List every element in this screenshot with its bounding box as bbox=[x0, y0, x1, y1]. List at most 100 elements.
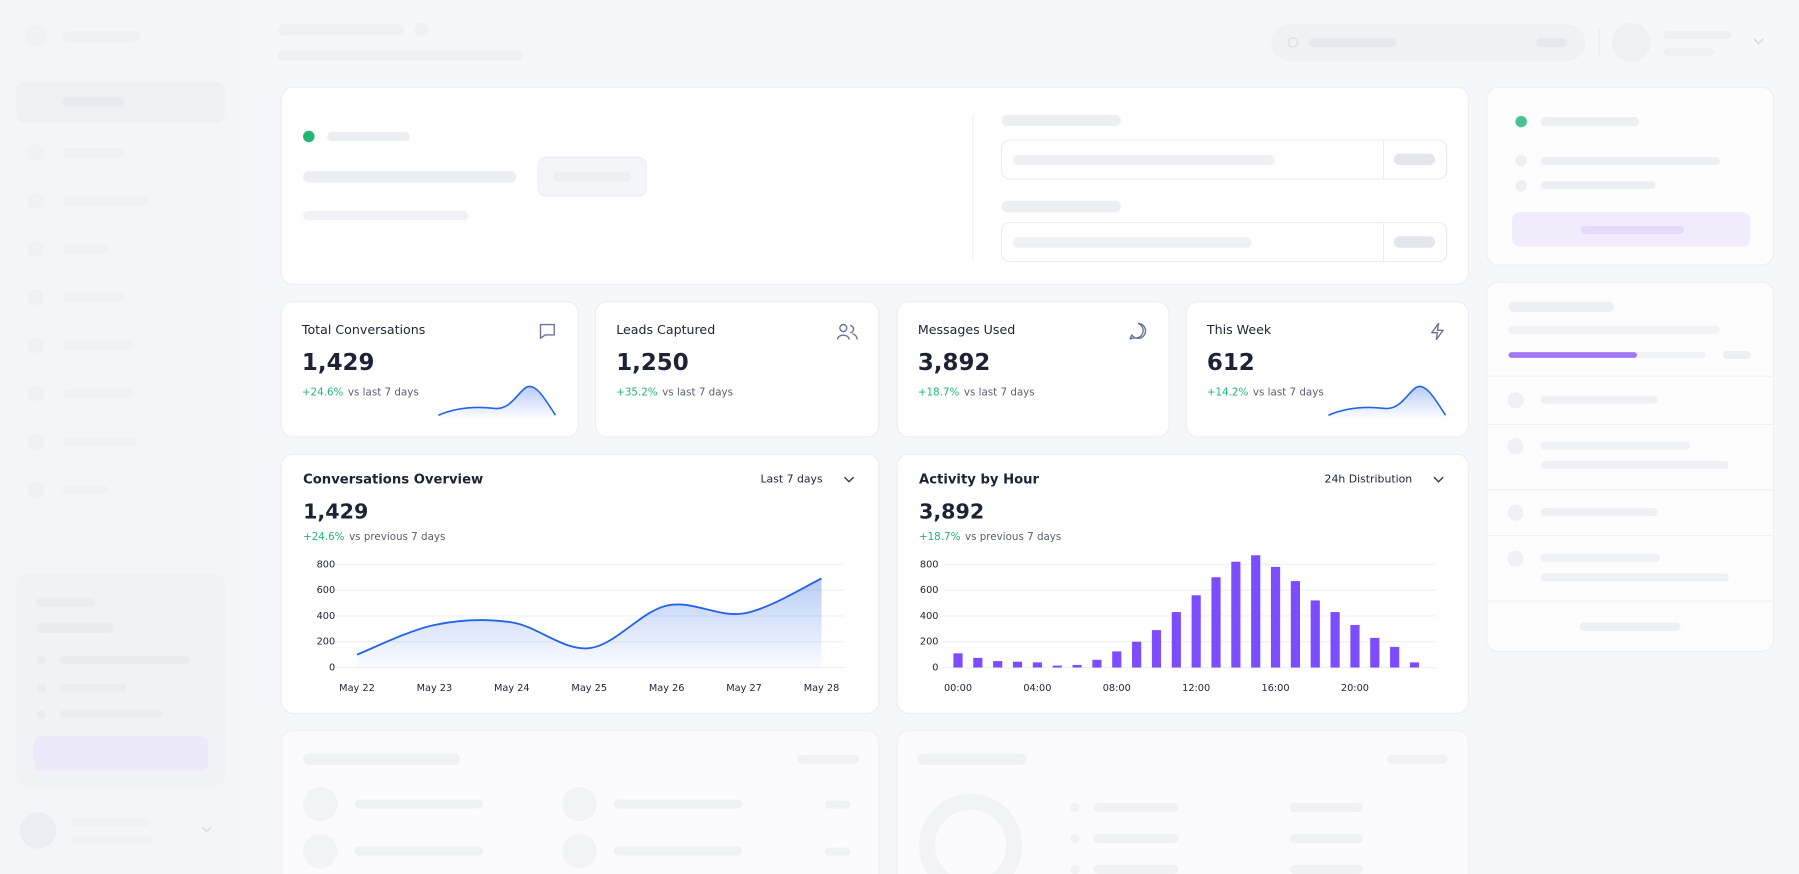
kpi-note: vs last 7 days bbox=[348, 386, 419, 398]
kpi-icon bbox=[836, 323, 858, 340]
period-select[interactable]: 24h Distribution bbox=[1325, 472, 1413, 485]
skeleton bbox=[1540, 553, 1660, 563]
chart-change: +18.7% bbox=[919, 531, 961, 543]
skeleton bbox=[1308, 37, 1397, 48]
avatar bbox=[1507, 392, 1524, 409]
search[interactable] bbox=[1271, 24, 1586, 61]
bar bbox=[1052, 665, 1062, 668]
kpi-card: This Week 612 +14.2% vs last 7 days bbox=[1185, 301, 1469, 438]
skeleton bbox=[1013, 154, 1275, 166]
skeleton bbox=[303, 753, 461, 766]
avatar bbox=[303, 786, 338, 822]
bar bbox=[973, 657, 983, 668]
bar bbox=[993, 661, 1003, 668]
card bbox=[1185, 301, 1469, 438]
kpi-icon bbox=[539, 323, 555, 340]
kpi-change: +35.2% bbox=[616, 386, 658, 398]
nav-item[interactable] bbox=[27, 337, 134, 354]
kpi-note: vs last 7 days bbox=[964, 386, 1035, 398]
nav-item[interactable] bbox=[27, 433, 138, 450]
period-select[interactable]: Last 7 days bbox=[760, 472, 822, 485]
avatar[interactable] bbox=[1611, 22, 1651, 62]
bar bbox=[1151, 630, 1162, 668]
x-tick-label: May 27 bbox=[726, 683, 762, 694]
sparkline-area bbox=[1328, 386, 1446, 418]
chart-value: 3,892 bbox=[919, 500, 984, 524]
skeleton bbox=[1540, 395, 1658, 404]
skeleton bbox=[27, 289, 44, 306]
kpi-icon bbox=[1431, 322, 1444, 341]
skeleton bbox=[62, 437, 138, 447]
nav-item[interactable] bbox=[27, 144, 125, 161]
kpi-card: Messages Used 3,892 +18.7% vs last 7 days bbox=[896, 301, 1170, 438]
skeleton bbox=[917, 753, 1027, 766]
skeleton bbox=[62, 30, 141, 43]
nav-item[interactable] bbox=[27, 385, 134, 402]
kpi-card: Total Conversations 1,429 +24.6% vs last 7 … bbox=[280, 301, 579, 438]
skeleton bbox=[1093, 864, 1179, 874]
chevron[interactable] bbox=[843, 476, 855, 483]
chevron bbox=[201, 826, 212, 833]
x-tick-label: May 28 bbox=[804, 683, 840, 694]
skeleton bbox=[277, 24, 405, 36]
sidebar-button[interactable] bbox=[33, 736, 208, 771]
bar bbox=[1012, 661, 1023, 668]
kpi-change-line: +35.2% vs last 7 days bbox=[616, 386, 733, 398]
skeleton bbox=[25, 25, 47, 46]
skeleton bbox=[613, 799, 743, 809]
status-dot bbox=[1515, 115, 1527, 128]
nav-item[interactable] bbox=[27, 481, 109, 498]
bar bbox=[1171, 612, 1181, 668]
x-tick-label: 12:00 bbox=[1182, 683, 1210, 694]
nav-item[interactable] bbox=[27, 240, 109, 257]
skeleton bbox=[797, 754, 860, 764]
dot bbox=[36, 709, 47, 720]
skeleton bbox=[35, 597, 96, 607]
kpi-change: +14.2% bbox=[1207, 386, 1249, 398]
x-tick-label: 08:00 bbox=[1103, 683, 1131, 694]
x-tick-label: May 24 bbox=[494, 683, 530, 694]
chart-change-line: +24.6% vs previous 7 days bbox=[303, 531, 445, 543]
y-tick-label: 800 bbox=[317, 559, 336, 570]
skeleton bbox=[1540, 116, 1640, 127]
chevron[interactable] bbox=[1433, 476, 1444, 483]
settings-card bbox=[280, 86, 1469, 286]
sidebar bbox=[0, 0, 239, 874]
bar bbox=[1270, 566, 1281, 668]
chart-title: Conversations Overview bbox=[303, 472, 483, 487]
kpi-title: Leads Captured bbox=[616, 322, 715, 337]
y-tick-label: 400 bbox=[920, 611, 939, 622]
skeleton bbox=[277, 50, 524, 61]
bar bbox=[1330, 612, 1340, 668]
bar bbox=[1092, 659, 1102, 668]
avatar bbox=[562, 833, 597, 869]
dot bbox=[1070, 864, 1080, 874]
bar bbox=[1290, 581, 1300, 668]
nav-item[interactable] bbox=[27, 289, 125, 306]
chart-value: 1,429 bbox=[303, 500, 368, 524]
bar bbox=[1390, 646, 1400, 668]
skeleton bbox=[1386, 754, 1448, 764]
skeleton bbox=[27, 192, 44, 209]
skeleton bbox=[27, 240, 44, 257]
chart-change-line: +18.7% vs previous 7 days bbox=[919, 531, 1061, 543]
skeleton bbox=[27, 433, 44, 450]
skeleton bbox=[553, 172, 632, 182]
skeleton bbox=[27, 385, 44, 402]
skeleton bbox=[1508, 325, 1720, 334]
header bbox=[277, 22, 1764, 62]
skeleton bbox=[1540, 508, 1658, 517]
kpi-value: 612 bbox=[1207, 350, 1255, 376]
skeleton bbox=[59, 683, 127, 692]
nav-item[interactable] bbox=[27, 192, 150, 209]
skeleton bbox=[1508, 301, 1615, 312]
card bbox=[594, 301, 880, 438]
skeleton bbox=[1580, 225, 1685, 234]
skeleton bbox=[824, 847, 851, 856]
skeleton bbox=[27, 144, 44, 161]
skeleton bbox=[414, 22, 429, 37]
kpi-value: 3,892 bbox=[918, 350, 991, 376]
kpi-title: This Week bbox=[1206, 322, 1272, 337]
